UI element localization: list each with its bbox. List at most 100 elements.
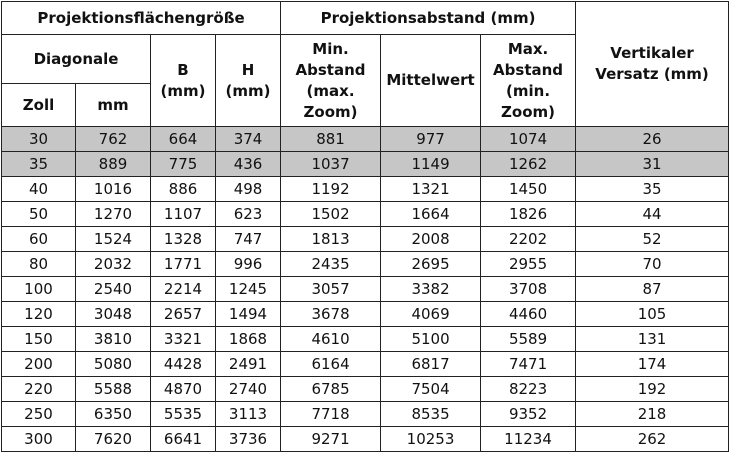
table-row: 100 2540 2214 1245 3057 3382 3708 87 [1,276,729,302]
table-cell: 996 [214,251,282,277]
table-cell: 26 [575,126,729,152]
table-cell: 2657 [150,301,216,327]
table-row: 220 5588 4870 2740 6785 7504 8223 192 [1,376,729,402]
table-cell: 80 [1,251,76,277]
table-cell: 3736 [214,426,282,452]
table-cell: 150 [1,326,76,352]
header-cell: mm [75,83,151,127]
table-cell: 5589 [480,326,577,352]
table-cell: 4870 [150,376,216,402]
table-row: 80 2032 1771 996 2435 2695 2955 70 [1,251,729,277]
table-cell: 50 [1,201,76,227]
table-cell: 100 [1,276,76,302]
table-row: 300 7620 6641 3736 9271 10253 11234 262 [1,426,729,452]
table-header: Projektionsflächengröße Projektionsabsta… [0,1,729,127]
table-cell: 2491 [214,351,282,377]
header-cell: Min. Abstand (max. Zoom) [280,34,382,127]
table-cell: 436 [214,151,282,177]
table-cell: 3113 [214,401,282,427]
table-cell: 3048 [75,301,151,327]
projection-table: Projektionsflächengröße Projektionsabsta… [0,1,729,452]
table-cell: 5100 [380,326,482,352]
table-cell: 2955 [480,251,577,277]
table-row: 60 1524 1328 747 1813 2008 2202 52 [1,226,729,252]
table-cell: 6164 [280,351,382,377]
header-cell: Projektionsabstand (mm) [280,1,577,35]
table-cell: 2032 [75,251,151,277]
table-cell: 2435 [280,251,382,277]
table-cell: 4069 [380,301,482,327]
table-body: 30 762 664 374 881 977 1074 26 35 889 775 436 1037 11… [1,126,729,452]
table-cell: 8535 [380,401,482,427]
table-row: 35 889 775 436 1037 1149 1262 31 [1,151,729,177]
table-cell: 6641 [150,426,216,452]
table-cell: 1321 [380,176,482,202]
header-cell: B (mm) [150,34,216,127]
table-cell: 2008 [380,226,482,252]
table-cell: 2214 [150,276,216,302]
table-row: 120 3048 2657 1494 3678 4069 4460 105 [1,301,729,327]
table-cell: 52 [575,226,729,252]
table-cell: 889 [75,151,151,177]
table-cell: 1813 [280,226,382,252]
table-cell: 6350 [75,401,151,427]
table-cell: 131 [575,326,729,352]
table-cell: 5535 [150,401,216,427]
table-cell: 3321 [150,326,216,352]
table-cell: 4428 [150,351,216,377]
table-cell: 174 [575,351,729,377]
table-cell: 1245 [214,276,282,302]
table-cell: 192 [575,376,729,402]
table-cell: 30 [1,126,76,152]
table-cell: 5080 [75,351,151,377]
table-cell: 220 [1,376,76,402]
table-cell: 4460 [480,301,577,327]
table-cell: 6817 [380,351,482,377]
table-row: 40 1016 886 498 1192 1321 1450 35 [1,176,729,202]
table-row: 250 6350 5535 3113 7718 8535 9352 218 [1,401,729,427]
table-cell: 498 [214,176,282,202]
table-cell: 70 [575,251,729,277]
table-cell: 1664 [380,201,482,227]
header-cell: Vertikaler Versatz (mm) [575,1,729,127]
table-cell: 200 [1,351,76,377]
header-cell: Diagonale [1,34,151,84]
table-cell: 105 [575,301,729,327]
table-cell: 1826 [480,201,577,227]
table-cell: 2540 [75,276,151,302]
table-cell: 4610 [280,326,382,352]
table-cell: 374 [214,126,282,152]
table-cell: 3057 [280,276,382,302]
table-cell: 1524 [75,226,151,252]
table-cell: 7471 [480,351,577,377]
table-cell: 11234 [480,426,577,452]
table-cell: 1107 [150,201,216,227]
table-cell: 218 [575,401,729,427]
table-cell: 10253 [380,426,482,452]
table-cell: 262 [575,426,729,452]
table-cell: 2202 [480,226,577,252]
table-cell: 87 [575,276,729,302]
table-cell: 1016 [75,176,151,202]
table-cell: 9352 [480,401,577,427]
table-cell: 250 [1,401,76,427]
table-cell: 623 [214,201,282,227]
table-cell: 3810 [75,326,151,352]
header-cell: H (mm) [214,34,282,127]
table-cell: 31 [575,151,729,177]
header-cell: Zoll [1,83,76,127]
table-cell: 762 [75,126,151,152]
table-row: 150 3810 3321 1868 4610 5100 5589 131 [1,326,729,352]
table-cell: 300 [1,426,76,452]
table-cell: 2695 [380,251,482,277]
table-cell: 2740 [214,376,282,402]
table-cell: 3382 [380,276,482,302]
table-cell: 881 [280,126,382,152]
table-cell: 44 [575,201,729,227]
table-cell: 1494 [214,301,282,327]
table-cell: 7504 [380,376,482,402]
table-cell: 35 [1,151,76,177]
table-cell: 3678 [280,301,382,327]
table-cell: 1037 [280,151,382,177]
